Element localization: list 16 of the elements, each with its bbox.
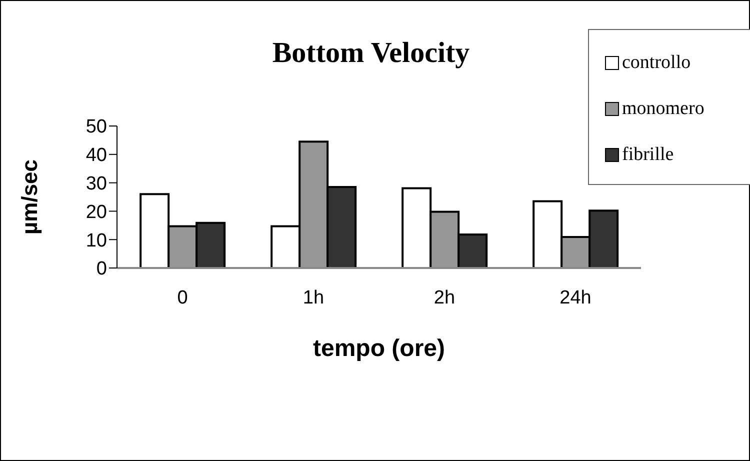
y-tick-label: 30 — [86, 174, 107, 195]
y-tick-label: 0 — [96, 258, 107, 280]
y-tick-label: 40 — [86, 145, 107, 166]
legend-label: controllo — [622, 52, 691, 74]
x-tick-label: 24h — [560, 287, 592, 308]
legend-label: monomero — [622, 98, 704, 120]
x-tick-label: 0 — [177, 287, 188, 308]
y-tick-label: 20 — [86, 202, 107, 223]
y-tick-label: 50 — [86, 116, 107, 138]
y-axis-title: µm/sec — [16, 159, 42, 235]
x-tick-label: 1h — [302, 287, 324, 308]
x-tick-label: 2h — [434, 287, 456, 308]
x-axis-title: tempo (ore) — [313, 335, 445, 362]
legend-label: fibrille — [622, 144, 674, 166]
chart-title: Bottom Velocity — [271, 37, 471, 70]
y-tick-label: 10 — [86, 230, 107, 252]
